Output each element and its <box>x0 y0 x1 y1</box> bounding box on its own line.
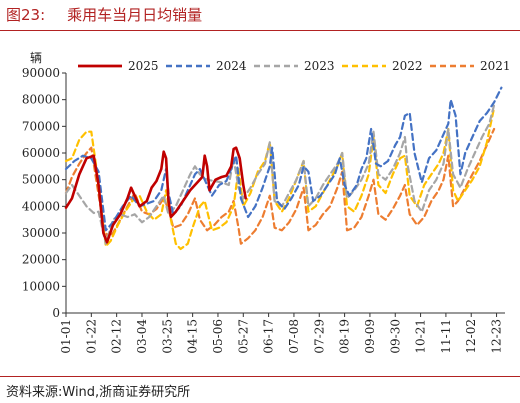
title-divider <box>0 30 520 31</box>
x-tick-label: 12-23 <box>490 319 504 354</box>
source-note: 资料来源:Wind,浙商证券研究所 <box>6 385 191 400</box>
x-tick-label: 07-08 <box>287 319 301 354</box>
x-tick-label: 03-25 <box>160 319 174 354</box>
x-tick-label: 06-17 <box>262 319 276 354</box>
x-tick-label: 09-30 <box>388 319 402 354</box>
x-tick-label: 07-29 <box>312 319 326 354</box>
x-tick-label: 10-21 <box>414 319 428 354</box>
x-tick-label: 12-02 <box>464 319 478 354</box>
x-tick-label: 05-06 <box>211 319 225 354</box>
y-axis-unit-label: 辆 <box>30 51 42 65</box>
x-tick-label: 08-19 <box>338 319 352 354</box>
x-tick-label: 05-27 <box>236 319 250 354</box>
source-divider <box>0 376 520 377</box>
y-tick-label: 40000 <box>22 199 60 213</box>
legend-label-2025: 2025 <box>128 59 159 73</box>
series-line-2024 <box>64 86 503 232</box>
chart-series <box>64 86 503 251</box>
x-tick-label: 11-11 <box>439 319 453 354</box>
x-tick-label: 09-09 <box>363 319 377 354</box>
figure-title-text: 乘用车当月日均销量 <box>67 6 203 24</box>
y-tick-label: 80000 <box>22 93 60 107</box>
y-tick-label: 10000 <box>22 279 60 293</box>
series-line-2022 <box>64 106 496 251</box>
y-axis: 0 10000 20000 30000 40000 50000 60000 70000 8000… <box>22 66 67 320</box>
series-line-2025 <box>64 146 247 244</box>
legend-label-2021: 2021 <box>480 59 511 73</box>
legend-label-2022: 2022 <box>392 59 423 73</box>
y-tick-label: 20000 <box>22 253 60 267</box>
x-tick-label: 04-15 <box>186 319 200 354</box>
line-chart: 0 10000 20000 30000 40000 50000 60000 70000 8000… <box>22 51 511 354</box>
y-tick-label: 50000 <box>22 173 60 187</box>
x-tick-label: 01-22 <box>84 319 98 354</box>
series-line-2021 <box>64 127 496 245</box>
x-axis: 01-01 01-22 02-12 03-04 03-25 04-15 05-06 05-27… <box>59 312 505 354</box>
figure-title: 图23: 乘用车当月日均销量 <box>6 4 202 25</box>
y-tick-label: 0 <box>52 306 60 320</box>
figure-number: 图23: <box>6 6 46 24</box>
x-tick-label: 01-01 <box>59 319 73 354</box>
y-tick-label: 60000 <box>22 146 60 160</box>
y-tick-label: 90000 <box>22 66 60 80</box>
x-tick-label: 03-04 <box>135 319 149 354</box>
y-tick-label: 30000 <box>22 226 60 240</box>
chart-legend: 2025 2024 2023 2022 2021 <box>78 59 511 73</box>
y-tick-label: 70000 <box>22 119 60 133</box>
legend-label-2024: 2024 <box>216 59 247 73</box>
x-tick-label: 02-12 <box>110 319 124 354</box>
legend-label-2023: 2023 <box>304 59 335 73</box>
series-line-2023 <box>64 103 496 245</box>
